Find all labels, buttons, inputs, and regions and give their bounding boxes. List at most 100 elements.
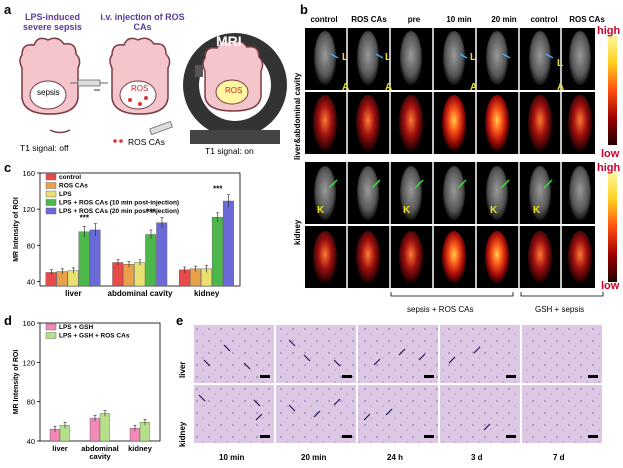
col-header-1: ROS CAs <box>351 15 387 24</box>
legend-label: LPS <box>59 191 72 198</box>
col-header-6: ROS CAs <box>569 15 605 24</box>
marker-L-1: L <box>385 52 392 63</box>
panel-e-histology: liver kidney <box>176 325 623 468</box>
row4-heat-images <box>305 226 595 288</box>
panel-label-e: e <box>176 313 184 328</box>
colorbar2-high: high <box>597 162 621 174</box>
legend-swatch <box>45 190 57 198</box>
colorbar-1 <box>608 35 617 145</box>
chart-c: 40 80 120 160 MR Intensity of ROI liver *** abd… <box>13 169 241 298</box>
mri-scanner-icon <box>183 33 287 144</box>
bar <box>89 418 100 442</box>
legend-label: ROS CAs <box>59 183 88 190</box>
legend-swatch <box>45 173 57 181</box>
sepsis-label: sepsis <box>37 88 60 97</box>
marker-L-3: L <box>470 52 477 63</box>
bar <box>222 200 234 287</box>
legend-label: LPS + GSH <box>59 324 93 331</box>
bracket-label-gsh-sepsis: GSH + sepsis <box>535 305 585 314</box>
panel-label-a: a <box>4 2 12 17</box>
y-tick-label: 120 <box>22 358 35 367</box>
mouse-illustrations <box>19 33 287 144</box>
colorbar1-low: low <box>601 148 620 160</box>
legend-swatch <box>45 199 57 206</box>
syringe-icon-2 <box>149 120 173 136</box>
x-tick-label: liver <box>65 289 81 298</box>
bracket-label-sepsis-ros: sepsis + ROS CAs <box>407 305 474 314</box>
col-header-3: 10 min <box>446 15 472 24</box>
row-label-liver-abdominal: liver&abdominal cavity <box>293 72 302 160</box>
time-label-2: 24 h <box>387 453 404 462</box>
col-header-2: pre <box>407 15 421 24</box>
bar <box>99 413 110 442</box>
green-arrows <box>328 179 553 189</box>
bar <box>112 262 124 287</box>
colorbar-2 <box>608 172 617 282</box>
row3-gray-images <box>305 162 595 224</box>
step1-label: LPS-induced severe sepsis <box>22 12 83 32</box>
ros-label-mouse3: ROS <box>225 86 243 95</box>
panel-label-b: b <box>300 2 308 17</box>
row1-gray-images <box>305 28 595 90</box>
panel-a-schematic: LPS-induced severe sepsis i.v. injection… <box>0 0 290 160</box>
y-tick-label: 120 <box>22 205 35 214</box>
x-tick-label: abdominal cavity <box>108 289 173 298</box>
y-tick-label: 40 <box>27 277 35 286</box>
legend-label: LPS + GSH + ROS CAs <box>59 333 130 340</box>
bar <box>78 231 90 287</box>
marker-K-2: K <box>403 205 411 216</box>
legend-label: LPS + ROS CAs (10 min post-injection) <box>59 200 179 207</box>
significance-label: *** <box>146 207 156 216</box>
group-brackets <box>390 292 604 297</box>
marker-A-3: A <box>470 82 478 93</box>
row-label-kidney-e: kidney <box>178 421 187 447</box>
y-tick-label: 80 <box>27 398 35 407</box>
mri-image-grid <box>305 28 595 288</box>
time-label-4: 7 d <box>553 453 565 462</box>
marker-A-1: A <box>385 82 393 93</box>
bar <box>134 262 146 287</box>
y-tick-label: 160 <box>22 319 35 328</box>
colorbar2-low: low <box>601 280 620 292</box>
legend-swatch <box>45 323 57 331</box>
step2-label: i.v. injection of ROS CAs <box>100 12 185 32</box>
col-header-5: control <box>530 15 558 24</box>
significance-label: *** <box>80 214 90 223</box>
marker-L-5: L <box>557 58 564 69</box>
marker-K-0: K <box>317 205 325 216</box>
y-tick-label: 160 <box>22 169 35 178</box>
histo-row-kidney <box>194 385 602 443</box>
marker-K-5: K <box>533 205 541 216</box>
panel-label-c: c <box>4 160 12 175</box>
scale-bars <box>260 375 598 438</box>
y-axis-label: MR Intensity of ROI <box>13 197 20 262</box>
row-label-liver-e: liver <box>178 361 187 378</box>
bar <box>89 229 101 287</box>
ros-cas-legend: ROS CAs <box>128 137 165 147</box>
bar <box>156 222 168 287</box>
legend-swatch <box>45 182 57 189</box>
x-tick-label: kidney <box>128 444 153 453</box>
syringe-icon <box>70 79 108 87</box>
mouse-sepsis-icon <box>19 37 81 134</box>
histology-arrows <box>198 339 491 431</box>
col-header-4: 20 min <box>491 15 517 24</box>
col-header-0: control <box>310 15 338 24</box>
chart-d: 40 80 120 160 MR Intensity of ROI liver abdomi… <box>13 319 161 461</box>
t1-on-label: T1 signal: on <box>205 146 254 156</box>
mri-label: MRI <box>216 33 242 49</box>
bar <box>123 264 135 287</box>
y-tick-label: 80 <box>27 241 35 250</box>
legend-label: control <box>59 174 81 181</box>
row-label-kidney: kidney <box>293 219 302 245</box>
marker-K-4: K <box>490 205 498 216</box>
legend-swatch <box>45 207 57 215</box>
t1-off-label: T1 signal: off <box>20 143 69 153</box>
marker-A-0: A <box>342 82 350 93</box>
x-tick-label: kidney <box>194 289 220 298</box>
panel-b-mri-grid: control ROS CAs pre 10 min 20 min contro… <box>293 0 623 320</box>
legend-label: LPS + ROS CAs (20 min post-injection) <box>59 208 179 215</box>
ros-label-mouse2: ROS <box>131 84 149 93</box>
marker-A-5: A <box>557 82 565 93</box>
y-axis-label: MR Intensity of ROI <box>13 350 20 415</box>
